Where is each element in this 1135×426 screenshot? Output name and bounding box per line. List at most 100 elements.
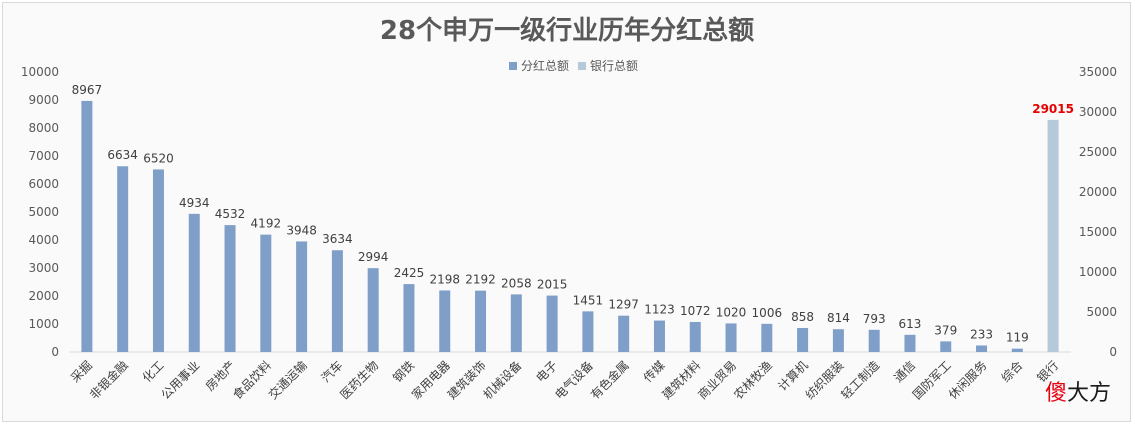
category-label: 非银金融 — [86, 358, 131, 403]
bar — [403, 284, 415, 352]
bar — [1011, 348, 1023, 352]
data-label: 4192 — [251, 217, 282, 231]
category-label: 建筑装饰 — [444, 358, 489, 403]
category-label: 轻工制造 — [838, 358, 882, 402]
y-left-tick-label: 7000 — [28, 149, 59, 163]
data-label: 3634 — [322, 232, 353, 246]
y-left-tick-label: 10000 — [21, 65, 59, 79]
data-label: 1006 — [752, 306, 783, 320]
data-label: 3948 — [286, 223, 317, 237]
data-label: 1072 — [680, 304, 711, 318]
bar — [868, 329, 880, 352]
category-label: 公用事业 — [159, 358, 203, 402]
chart-title: 28个申万一级行业历年分红总额 — [380, 15, 754, 46]
category-label: 化工 — [140, 358, 167, 385]
data-label: 29015 — [1032, 102, 1074, 116]
bar — [260, 234, 272, 352]
y-right-tick-label: 35000 — [1079, 65, 1117, 79]
y-left-tick-label: 2000 — [28, 289, 59, 303]
y-left-tick-label: 1000 — [28, 317, 59, 331]
category-label: 钢铁 — [390, 358, 417, 385]
category-label: 电子 — [533, 358, 560, 385]
data-label: 6520 — [143, 151, 174, 165]
y-left-tick-label: 0 — [51, 345, 59, 359]
bar — [582, 311, 594, 352]
data-label: 858 — [791, 310, 814, 324]
category-label: 电气设备 — [551, 358, 596, 403]
legend-swatch-dividends — [509, 62, 517, 70]
y-left-tick-label: 3000 — [28, 261, 59, 275]
y-right-tick-label: 10000 — [1079, 265, 1117, 279]
data-label: 233 — [970, 327, 993, 341]
y-left-tick-label: 6000 — [28, 177, 59, 191]
data-labels: 8967 6634 6520 4934 4532 4192 3948 3634 2994 2425… — [72, 83, 1074, 345]
data-label: 6634 — [107, 148, 138, 162]
y-left-tick-label: 8000 — [28, 121, 59, 135]
data-label: 1451 — [573, 293, 604, 307]
bar — [117, 166, 129, 352]
bar — [653, 320, 665, 352]
y-right-tick-label: 0 — [1109, 345, 1117, 359]
y-axis-right: 0 5000 10000 15000 20000 25000 30000 35000 — [1079, 65, 1117, 359]
category-label: 农林牧渔 — [731, 358, 775, 402]
data-label: 814 — [827, 311, 850, 325]
data-label: 8967 — [72, 83, 103, 97]
category-label: 传媒 — [640, 358, 668, 386]
bar — [296, 241, 308, 352]
category-label: 食品饮料 — [229, 358, 274, 403]
y-right-tick-label: 30000 — [1079, 105, 1117, 119]
category-label: 国防军工 — [909, 358, 954, 403]
bar — [152, 169, 164, 352]
bar — [439, 290, 451, 352]
y-right-tick-label: 15000 — [1079, 225, 1117, 239]
y-left-tick-label: 4000 — [28, 233, 59, 247]
bar — [618, 315, 630, 352]
bar — [81, 100, 93, 352]
bar — [546, 295, 558, 352]
data-label: 2425 — [394, 266, 425, 280]
y-left-tick-label: 5000 — [28, 205, 59, 219]
category-label: 建筑材料 — [659, 358, 704, 403]
legend-label-banks: 银行总额 — [590, 59, 638, 73]
watermark: 傻 大方 — [1045, 381, 1111, 406]
category-label: 纺织服装 — [803, 358, 847, 402]
legend-label-dividends: 分红总额 — [521, 58, 569, 73]
legend-swatch-banks — [578, 62, 586, 70]
data-label: 119 — [1006, 331, 1029, 345]
category-label: 有色金属 — [587, 358, 632, 403]
category-label: 家用电器 — [408, 358, 453, 403]
bar-chart: 28个申万一级行业历年分红总额 分红总额 银行总额 0 1000 2000 3000 4… — [21, 15, 1117, 406]
legend: 分红总额 银行总额 — [509, 58, 638, 73]
category-label: 采掘 — [67, 358, 95, 386]
data-label: 379 — [934, 323, 957, 337]
bar — [761, 323, 773, 352]
data-label: 2058 — [501, 276, 532, 290]
y-right-tick-label: 20000 — [1079, 185, 1117, 199]
bar — [510, 294, 522, 352]
category-label: 交通运输 — [265, 358, 310, 403]
data-label: 793 — [863, 312, 886, 326]
y-axis-left: 0 1000 2000 3000 4000 5000 6000 7000 8000 9000 100… — [21, 65, 59, 359]
data-label: 4532 — [215, 207, 246, 221]
data-label: 2015 — [537, 278, 568, 292]
bar — [976, 345, 988, 352]
data-label: 613 — [899, 317, 922, 331]
bar — [1047, 119, 1059, 352]
category-label: 综合 — [998, 358, 1026, 386]
bar — [224, 225, 236, 352]
category-label: 商业贸易 — [695, 358, 740, 403]
data-label: 1123 — [644, 303, 675, 317]
category-label: 通信 — [891, 358, 918, 385]
y-right-tick-label: 5000 — [1086, 305, 1117, 319]
bars — [81, 100, 1059, 352]
data-label: 1297 — [608, 298, 639, 312]
y-right-tick-label: 25000 — [1079, 145, 1117, 159]
bar — [904, 334, 916, 352]
bar — [367, 268, 379, 352]
bar — [331, 250, 343, 352]
y-left-tick-label: 9000 — [28, 93, 59, 107]
bar — [725, 323, 737, 352]
bar — [188, 213, 200, 352]
